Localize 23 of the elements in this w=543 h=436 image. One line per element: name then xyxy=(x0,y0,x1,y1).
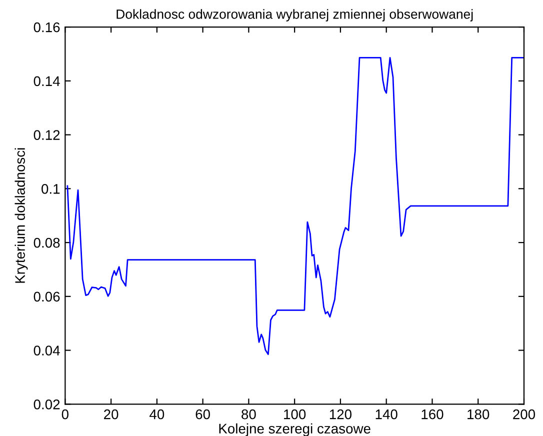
y-tick-label: 0.08 xyxy=(34,238,60,248)
x-tick-label: 100 xyxy=(284,409,306,420)
x-tick-label: 200 xyxy=(513,409,536,420)
y-tick-label: 0.14 xyxy=(34,76,60,86)
x-tick-label: 0 xyxy=(62,409,68,420)
chart-title: Dokladnosc odwzorowania wybranej zmiennej obserwowanej xyxy=(116,9,473,22)
y-tick-label: 0.12 xyxy=(34,130,60,140)
x-tick-label: 20 xyxy=(104,409,118,420)
x-tick-label: 140 xyxy=(376,409,398,420)
x-tick-label: 80 xyxy=(242,409,256,420)
y-axis-title: Kryterium dokladnosci xyxy=(14,148,28,283)
y-tick-label: 0.06 xyxy=(34,292,60,302)
x-tick-label: 120 xyxy=(330,409,352,420)
y-tick-label: 0.1 xyxy=(42,184,60,194)
y-tick-label: 0.16 xyxy=(34,22,60,32)
x-tick-label: 180 xyxy=(468,409,490,420)
x-tick-label: 160 xyxy=(422,409,444,420)
x-tick-label: 60 xyxy=(196,409,210,420)
y-tick-label: 0.04 xyxy=(34,346,60,356)
y-tick-label: 0.02 xyxy=(34,400,60,410)
x-axis-title: Kolejne szeregi czasowe xyxy=(219,423,370,436)
x-tick-label: 40 xyxy=(150,409,164,420)
line-series xyxy=(66,57,524,356)
